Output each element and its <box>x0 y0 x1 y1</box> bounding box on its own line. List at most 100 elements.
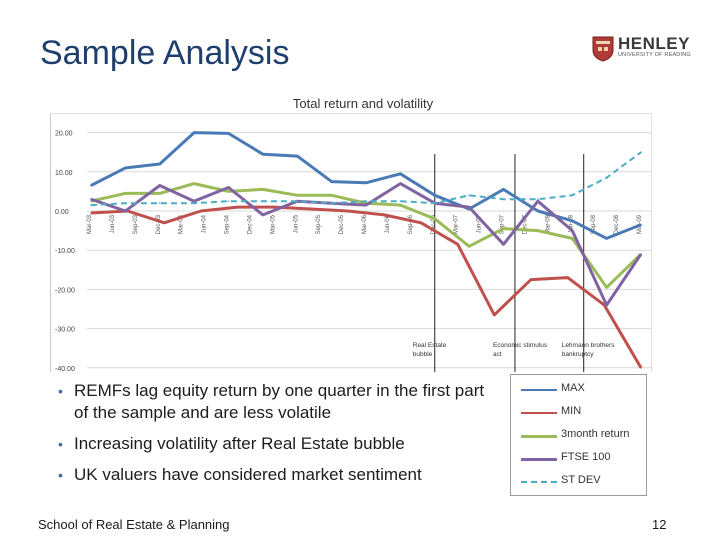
data-point <box>399 182 402 185</box>
data-point <box>640 151 642 153</box>
y-tick-label: -30.00 <box>55 327 75 334</box>
data-point <box>124 210 127 212</box>
bullet-text: UK valuers have considered market sentim… <box>74 465 422 484</box>
x-tick-label: Mar-07 <box>454 214 460 234</box>
data-point <box>502 188 505 191</box>
data-point <box>605 176 608 179</box>
data-point <box>566 276 569 279</box>
data-point <box>296 200 299 202</box>
chart: 20.00 10.00 0.00 -10.00 -20.00 -30.00 -40.00 Ma… <box>50 113 652 372</box>
data-point <box>273 206 276 208</box>
x-tick-label: Dec-06 <box>431 214 437 234</box>
logo-name: HENLEY <box>618 34 690 53</box>
x-tick-label: Mar-03 <box>87 214 93 234</box>
x-tick-label: Sep-04 <box>225 214 231 234</box>
chart-title: Total return and volatility <box>292 96 434 111</box>
chart-annotation: Economic stimulus <box>493 342 548 349</box>
data-point <box>605 237 608 240</box>
data-point <box>640 253 642 255</box>
x-tick-label: Mar-08 <box>545 214 551 234</box>
y-tick-label: 0.00 <box>55 209 69 216</box>
x-tick-label: Jun-08 <box>568 214 574 233</box>
x-tick-label: Sep-08 <box>591 214 597 234</box>
data-point <box>262 200 264 202</box>
data-point <box>262 188 264 191</box>
chart-svg: 20.00 10.00 0.00 -10.00 -20.00 -30.00 -40.00 Ma… <box>55 131 651 372</box>
chart-annotation: act <box>493 351 502 358</box>
legend-item: MIN <box>511 402 646 424</box>
data-point <box>468 245 470 248</box>
legend-label: 3month return <box>561 428 630 440</box>
x-tick-label: Mar-04 <box>179 214 185 234</box>
data-point <box>640 223 642 226</box>
bullet-item: • UK valuers have considered market senti… <box>56 464 502 486</box>
y-tick-label: -20.00 <box>55 287 75 294</box>
legend-swatch <box>521 481 557 483</box>
data-point <box>236 206 239 208</box>
bullet-item: • REMFs lag equity return by one quarter … <box>56 380 502 424</box>
data-point <box>193 182 195 185</box>
data-point <box>502 227 505 230</box>
data-point <box>605 304 608 306</box>
data-point <box>502 243 505 246</box>
x-tick-label: Dec-08 <box>614 214 620 234</box>
x-tick-label: Mar-05 <box>270 214 276 234</box>
data-point <box>365 181 367 184</box>
bullet-dot-icon: • <box>58 383 63 399</box>
x-tick-label: Sep-05 <box>316 214 322 234</box>
footer-school: School of Real Estate & Planning <box>38 517 230 532</box>
data-point <box>90 184 92 187</box>
legend-label: ST DEV <box>561 474 601 486</box>
data-point <box>310 208 312 210</box>
data-point <box>330 202 333 204</box>
chart-annotation: bubble <box>413 351 433 358</box>
data-point <box>537 210 539 212</box>
x-tick-label: Sep-03 <box>133 214 139 234</box>
data-point <box>530 278 532 281</box>
data-point <box>90 204 92 206</box>
data-point <box>468 194 470 197</box>
data-point <box>383 214 386 216</box>
slide-title: Sample Analysis <box>40 34 290 72</box>
data-point <box>640 367 642 369</box>
chart-annotation: bankruptcy <box>562 351 595 358</box>
legend-item: ST DEV <box>511 471 646 493</box>
chart-annotation: Real Estate <box>413 342 447 349</box>
data-point <box>227 132 230 135</box>
legend-swatch <box>521 458 557 461</box>
data-point <box>227 200 230 202</box>
x-tick-label: Dec-07 <box>522 214 528 234</box>
x-tick-label: Sep-07 <box>500 214 506 234</box>
data-point <box>537 198 539 201</box>
data-point <box>330 194 333 197</box>
data-point <box>433 218 436 220</box>
legend-label: MAX <box>561 382 585 394</box>
chart-legend: MAX MIN 3month return FTSE 100 ST DEV <box>510 374 647 496</box>
data-point <box>330 180 333 183</box>
x-tick-label: Jun-03 <box>110 214 116 233</box>
y-tick-label: 10.00 <box>55 170 73 177</box>
legend-label: MIN <box>561 405 582 417</box>
data-point <box>158 184 161 187</box>
data-point <box>346 210 349 212</box>
series-line-3month-return <box>90 182 643 289</box>
data-point <box>399 200 402 202</box>
legend-item: MAX <box>511 379 646 401</box>
x-tick-label: Dec-04 <box>247 214 253 234</box>
page-number: 12 <box>652 517 667 532</box>
data-point <box>365 200 367 202</box>
x-tick-label: Mar-06 <box>362 214 368 234</box>
x-tick-label: Jun-05 <box>293 214 299 233</box>
legend-item: 3month return <box>511 425 646 447</box>
data-point <box>605 286 608 289</box>
x-tick-label: Jun-07 <box>477 214 483 233</box>
x-tick-label: Sep-06 <box>408 214 414 234</box>
data-point <box>158 202 161 204</box>
data-point <box>158 163 161 165</box>
data-point <box>124 192 127 195</box>
bullet-dot-icon: • <box>58 467 63 483</box>
data-point <box>262 153 264 155</box>
legend-swatch <box>521 435 557 438</box>
data-point <box>399 204 402 206</box>
data-point <box>433 202 436 204</box>
